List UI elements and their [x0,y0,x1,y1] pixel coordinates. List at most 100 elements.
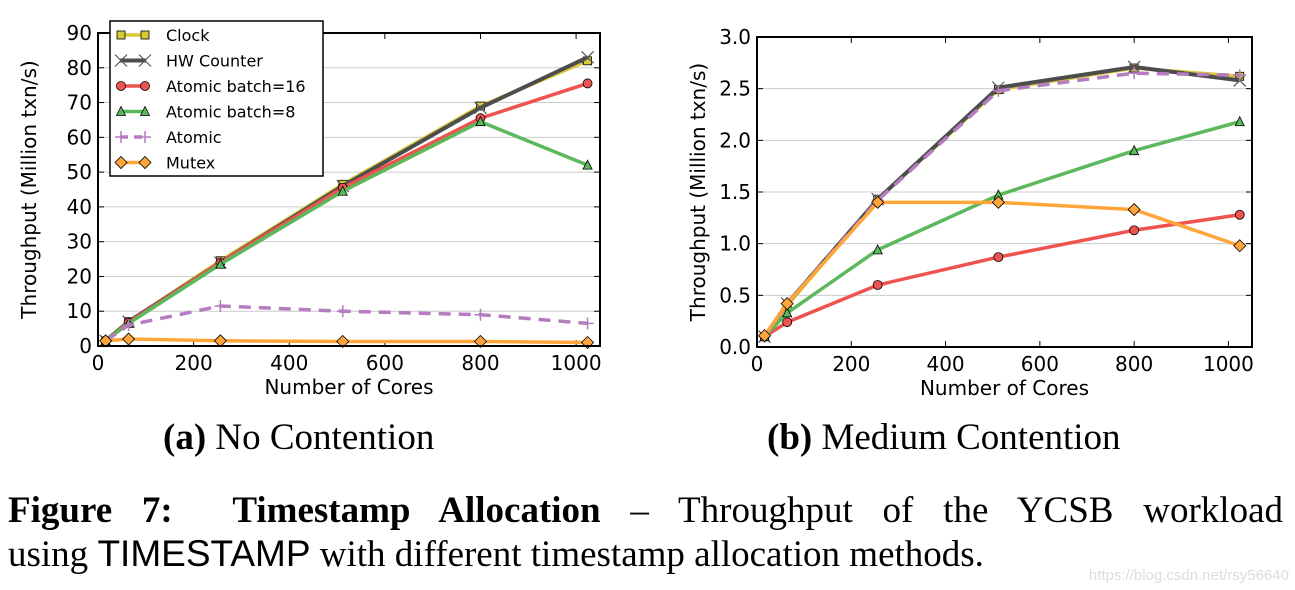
legend-label: Mutex [166,154,215,173]
data-point [1128,144,1140,156]
data-point [1233,69,1246,82]
data-point [475,115,486,127]
data-point [122,332,136,346]
data-point [474,101,487,115]
x-axis-label: Number of Cores [264,375,433,399]
x-tick-label: 200 [832,352,870,376]
plot-frame [97,32,601,347]
x-tick-label: 0 [92,351,105,375]
legend-marker [116,30,126,40]
legend-marker [114,155,128,170]
caption-a: (a) No Contention [163,417,435,458]
chart-a: 0 10 20 30 40 50 60 70 80 90 0 200 400 600 800 1000 Numb… [17,20,602,399]
y-tick-label: 2.5 [719,77,751,101]
data-point [1129,225,1140,236]
plot-frame [756,36,1253,348]
data-point [1127,60,1141,74]
data-point [582,78,593,89]
x-tick-label: 1000 [551,351,602,375]
legend-marker [138,54,152,67]
y-tick-label: 90 [67,21,92,45]
data-point [337,185,348,196]
x-axis-label: Number of Cores [920,376,1089,400]
data-point [336,334,350,349]
x-tick-label: 600 [366,351,404,375]
figure-caption-line1: Figure 7: Timestamp Allocation – Through… [8,490,1283,531]
legend-label: Clock [166,26,210,45]
data-point [782,307,793,318]
legend-marker [139,105,151,116]
data-point [992,84,1005,97]
y-tick-label: 1.5 [719,180,751,204]
data-point [213,334,227,348]
y-tick-label: 60 [67,125,92,149]
legend-marker [115,131,127,143]
y-axis-label: Throughput (Million txn/s) [17,60,41,319]
x-tick-label: 600 [1021,352,1059,376]
series-line-5 [763,200,1241,337]
data-point [473,334,488,349]
y-tick-label: 0 [79,334,92,358]
x-tick-label: 200 [175,351,213,375]
legend-marker [140,81,150,91]
data-point [871,195,885,209]
y-tick-label: 40 [67,195,92,219]
x-tick-label: 800 [1115,352,1153,376]
data-point [780,297,794,311]
x-tick-label: 800 [461,351,499,375]
legend-box [109,20,324,177]
data-point [336,305,349,318]
legend-label: Atomic batch=16 [166,77,306,96]
y-tick-label: 3.0 [719,25,751,49]
figure-charts: 0 10 20 30 40 50 60 70 80 90 0 200 400 600 800 1000 Numb… [17,20,1254,400]
data-point [581,50,594,64]
x-tick-label: 1000 [1203,352,1254,376]
y-tick-label: 80 [67,56,92,80]
y-tick-label: 1.0 [719,232,751,256]
data-point [1234,209,1245,220]
legend-marker [115,105,127,116]
legend-marker [139,131,151,143]
y-axis-label: Throughput (Million txn/s) [686,63,710,322]
chart-b: 0.0 0.5 1.0 1.5 2.0 2.5 3.0 0 200 400 600 800 1000 Nu… [686,25,1254,400]
legend-marker [116,81,126,91]
y-tick-label: 10 [67,299,92,323]
y-tick-label: 0.0 [719,335,751,359]
y-tick-label: 0.5 [719,283,751,307]
data-point [1128,67,1141,80]
watermark: https://blog.csdn.net/rsy56640 [1088,567,1289,584]
y-tick-label: 20 [67,264,92,288]
legend-label: Atomic [166,128,222,147]
data-point [474,308,487,321]
y-tick-label: 30 [67,230,92,254]
data-point [1233,239,1247,253]
legend-marker [114,54,128,67]
legend-label: Atomic batch=8 [166,103,295,122]
data-point [872,280,883,290]
y-tick-label: 2.0 [719,128,751,152]
y-tick-label: 70 [67,91,92,115]
x-tick-label: 400 [270,351,308,375]
data-point [1127,203,1141,217]
x-tick-label: 0 [751,352,764,376]
legend-label: HW Counter [166,52,263,71]
data-point [214,300,227,313]
data-point [757,329,772,343]
series-line-4 [104,304,588,343]
y-tick-label: 50 [67,160,92,184]
data-point [782,317,793,328]
data-point [122,319,135,332]
data-point [581,317,594,330]
x-tick-label: 400 [926,352,964,376]
legend-marker [138,155,152,170]
data-point [582,159,593,170]
data-point [993,252,1004,263]
series-line-3 [763,120,1241,338]
legend: Clock HW Counter Atomic batch=16 Atomic bat… [109,20,324,177]
data-point [1234,115,1245,127]
caption-b: (b) Medium Contention [767,417,1121,458]
legend-marker [140,30,150,40]
data-point [215,258,226,269]
series-line-2 [763,213,1240,339]
data-point [872,243,883,255]
